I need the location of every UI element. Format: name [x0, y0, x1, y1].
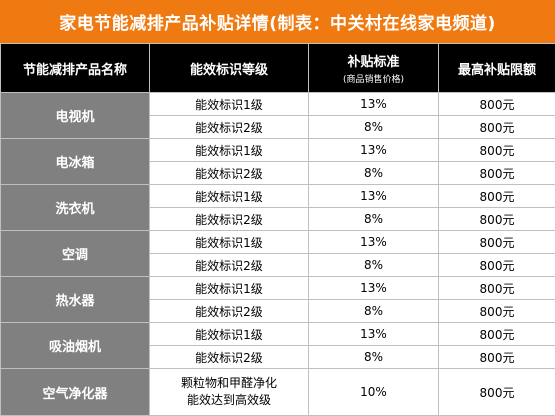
max-cell: 800元	[439, 254, 555, 277]
max-cell: 800元	[439, 185, 555, 208]
rate-cell: 10%	[309, 369, 439, 416]
product-name-cell: 电视机	[1, 93, 150, 139]
max-cell: 800元	[439, 116, 555, 139]
level-cell: 能效标识2级	[150, 254, 309, 277]
rate-cell: 8%	[309, 116, 439, 139]
level-line-2: 能效达到高效级	[187, 393, 271, 407]
rate-cell: 13%	[309, 93, 439, 116]
max-cell: 800元	[439, 323, 555, 346]
product-name-cell: 空气净化器	[1, 369, 150, 416]
max-cell: 800元	[439, 162, 555, 185]
header-max-subsidy: 最高补贴限额	[439, 44, 555, 93]
level-cell: 能效标识1级	[150, 185, 309, 208]
max-cell: 800元	[439, 369, 555, 416]
header-product-name: 节能减排产品名称	[1, 44, 150, 93]
header-subsidy-label: 补贴标准	[347, 55, 399, 70]
level-cell: 能效标识2级	[150, 208, 309, 231]
rate-cell: 8%	[309, 346, 439, 369]
table-row: 吸油烟机 能效标识1级 13% 800元	[1, 323, 555, 346]
product-name-cell: 洗衣机	[1, 185, 150, 231]
max-cell: 800元	[439, 231, 555, 254]
table-row: 电视机 能效标识1级 13% 800元	[1, 93, 555, 116]
table-row: 电冰箱 能效标识1级 13% 800元	[1, 139, 555, 162]
rate-cell: 8%	[309, 300, 439, 323]
subsidy-table: 节能减排产品名称 能效标识等级 补贴标准 (商品销售价格) 最高补贴限额 电视机…	[0, 43, 555, 416]
table-row: 空调 能效标识1级 13% 800元	[1, 231, 555, 254]
table-body: 电视机 能效标识1级 13% 800元 能效标识2级 8% 800元 电冰箱 能…	[1, 93, 555, 416]
level-cell: 能效标识1级	[150, 139, 309, 162]
level-cell: 能效标识2级	[150, 346, 309, 369]
product-name-cell: 热水器	[1, 277, 150, 323]
level-line-1: 颗粒物和甲醛净化	[181, 376, 277, 390]
product-name-cell: 吸油烟机	[1, 323, 150, 369]
rate-cell: 8%	[309, 254, 439, 277]
max-cell: 800元	[439, 300, 555, 323]
max-cell: 800元	[439, 139, 555, 162]
max-cell: 800元	[439, 346, 555, 369]
max-cell: 800元	[439, 277, 555, 300]
page: 家电节能减排产品补贴详情(制表：中关村在线家电频道) 节能减排产品名称 能效标识…	[0, 0, 555, 407]
product-name-cell: 电冰箱	[1, 139, 150, 185]
header-subsidy-note: (商品销售价格)	[309, 72, 438, 85]
table-row: 空气净化器 颗粒物和甲醛净化 能效达到高效级 10% 800元	[1, 369, 555, 416]
header-energy-level: 能效标识等级	[150, 44, 309, 93]
level-cell: 能效标识1级	[150, 277, 309, 300]
product-name-cell: 空调	[1, 231, 150, 277]
level-cell: 能效标识2级	[150, 116, 309, 139]
level-cell: 能效标识2级	[150, 300, 309, 323]
page-title: 家电节能减排产品补贴详情(制表：中关村在线家电频道)	[0, 0, 555, 43]
rate-cell: 8%	[309, 162, 439, 185]
level-cell: 颗粒物和甲醛净化 能效达到高效级	[150, 369, 309, 416]
level-cell: 能效标识1级	[150, 231, 309, 254]
rate-cell: 8%	[309, 208, 439, 231]
rate-cell: 13%	[309, 323, 439, 346]
level-cell: 能效标识1级	[150, 93, 309, 116]
header-subsidy: 补贴标准 (商品销售价格)	[309, 44, 439, 93]
rate-cell: 13%	[309, 231, 439, 254]
table-row: 洗衣机 能效标识1级 13% 800元	[1, 185, 555, 208]
rate-cell: 13%	[309, 139, 439, 162]
table-row: 热水器 能效标识1级 13% 800元	[1, 277, 555, 300]
max-cell: 800元	[439, 208, 555, 231]
table-header-row: 节能减排产品名称 能效标识等级 补贴标准 (商品销售价格) 最高补贴限额	[1, 44, 555, 93]
rate-cell: 13%	[309, 185, 439, 208]
max-cell: 800元	[439, 93, 555, 116]
level-cell: 能效标识2级	[150, 162, 309, 185]
level-cell: 能效标识1级	[150, 323, 309, 346]
rate-cell: 13%	[309, 277, 439, 300]
